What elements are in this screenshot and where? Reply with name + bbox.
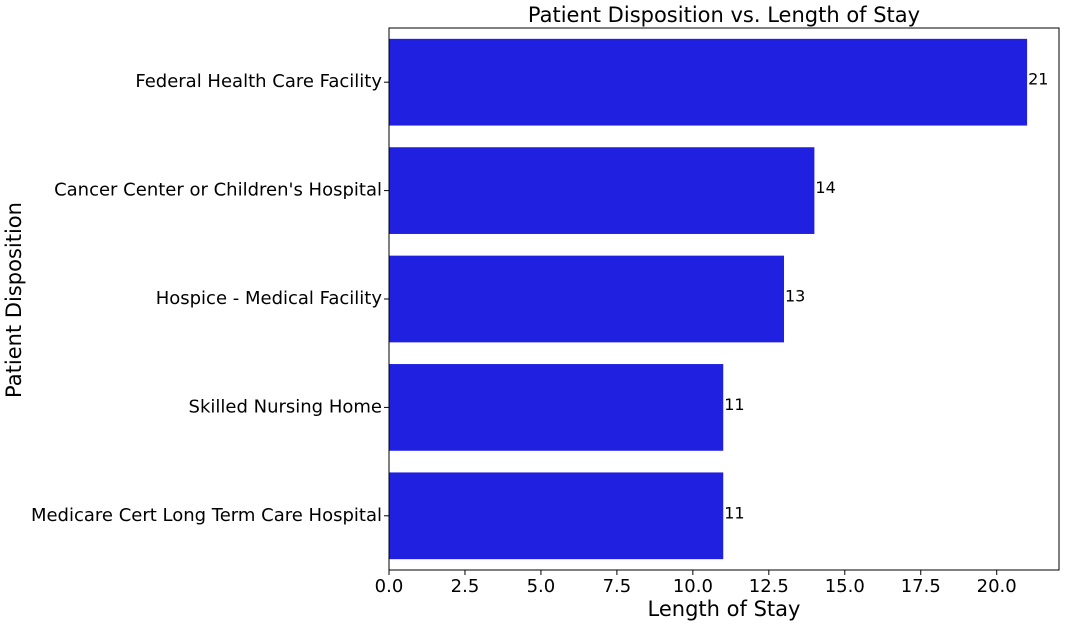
- bar: [389, 38, 1028, 126]
- x-tick-label: 15.0: [825, 576, 865, 597]
- bar: [389, 255, 785, 343]
- y-tick-label: Skilled Nursing Home: [189, 396, 382, 417]
- bar: [389, 147, 815, 234]
- x-axis: 0.0 2.5 5.0 7.5 10.0 12.5 15.0 17.5 20.0: [375, 570, 1017, 597]
- bar: [389, 364, 724, 451]
- x-tick-label: 17.5: [901, 576, 941, 597]
- x-tick-label: 20.0: [977, 576, 1017, 597]
- x-tick-label: 0.0: [375, 576, 404, 597]
- y-axis-label: Patient Disposition: [2, 202, 26, 398]
- x-tick-label: 2.5: [451, 576, 480, 597]
- x-tick-label: 7.5: [603, 576, 632, 597]
- x-tick-label: 12.5: [749, 576, 789, 597]
- y-tick-label: Federal Health Care Facility: [135, 71, 382, 92]
- chart-title: Patient Disposition vs. Length of Stay: [528, 3, 920, 27]
- bars-group: [389, 38, 1028, 560]
- data-label: 11: [724, 503, 744, 522]
- y-axis: Federal Health Care Facility Cancer Cente…: [31, 71, 389, 526]
- data-label: 14: [815, 178, 835, 197]
- y-tick-label: Hospice - Medical Facility: [156, 288, 383, 309]
- data-labels-group: 21 14 13 11 11: [724, 70, 1048, 523]
- x-tick-label: 5.0: [527, 576, 556, 597]
- data-label: 13: [785, 287, 805, 306]
- bar: [389, 472, 724, 560]
- y-tick-label: Cancer Center or Children's Hospital: [54, 180, 382, 201]
- data-label: 21: [1028, 70, 1048, 89]
- x-axis-label: Length of Stay: [648, 597, 801, 621]
- y-tick-label: Medicare Cert Long Term Care Hospital: [31, 505, 382, 526]
- x-tick-label: 10.0: [673, 576, 713, 597]
- data-label: 11: [724, 395, 744, 414]
